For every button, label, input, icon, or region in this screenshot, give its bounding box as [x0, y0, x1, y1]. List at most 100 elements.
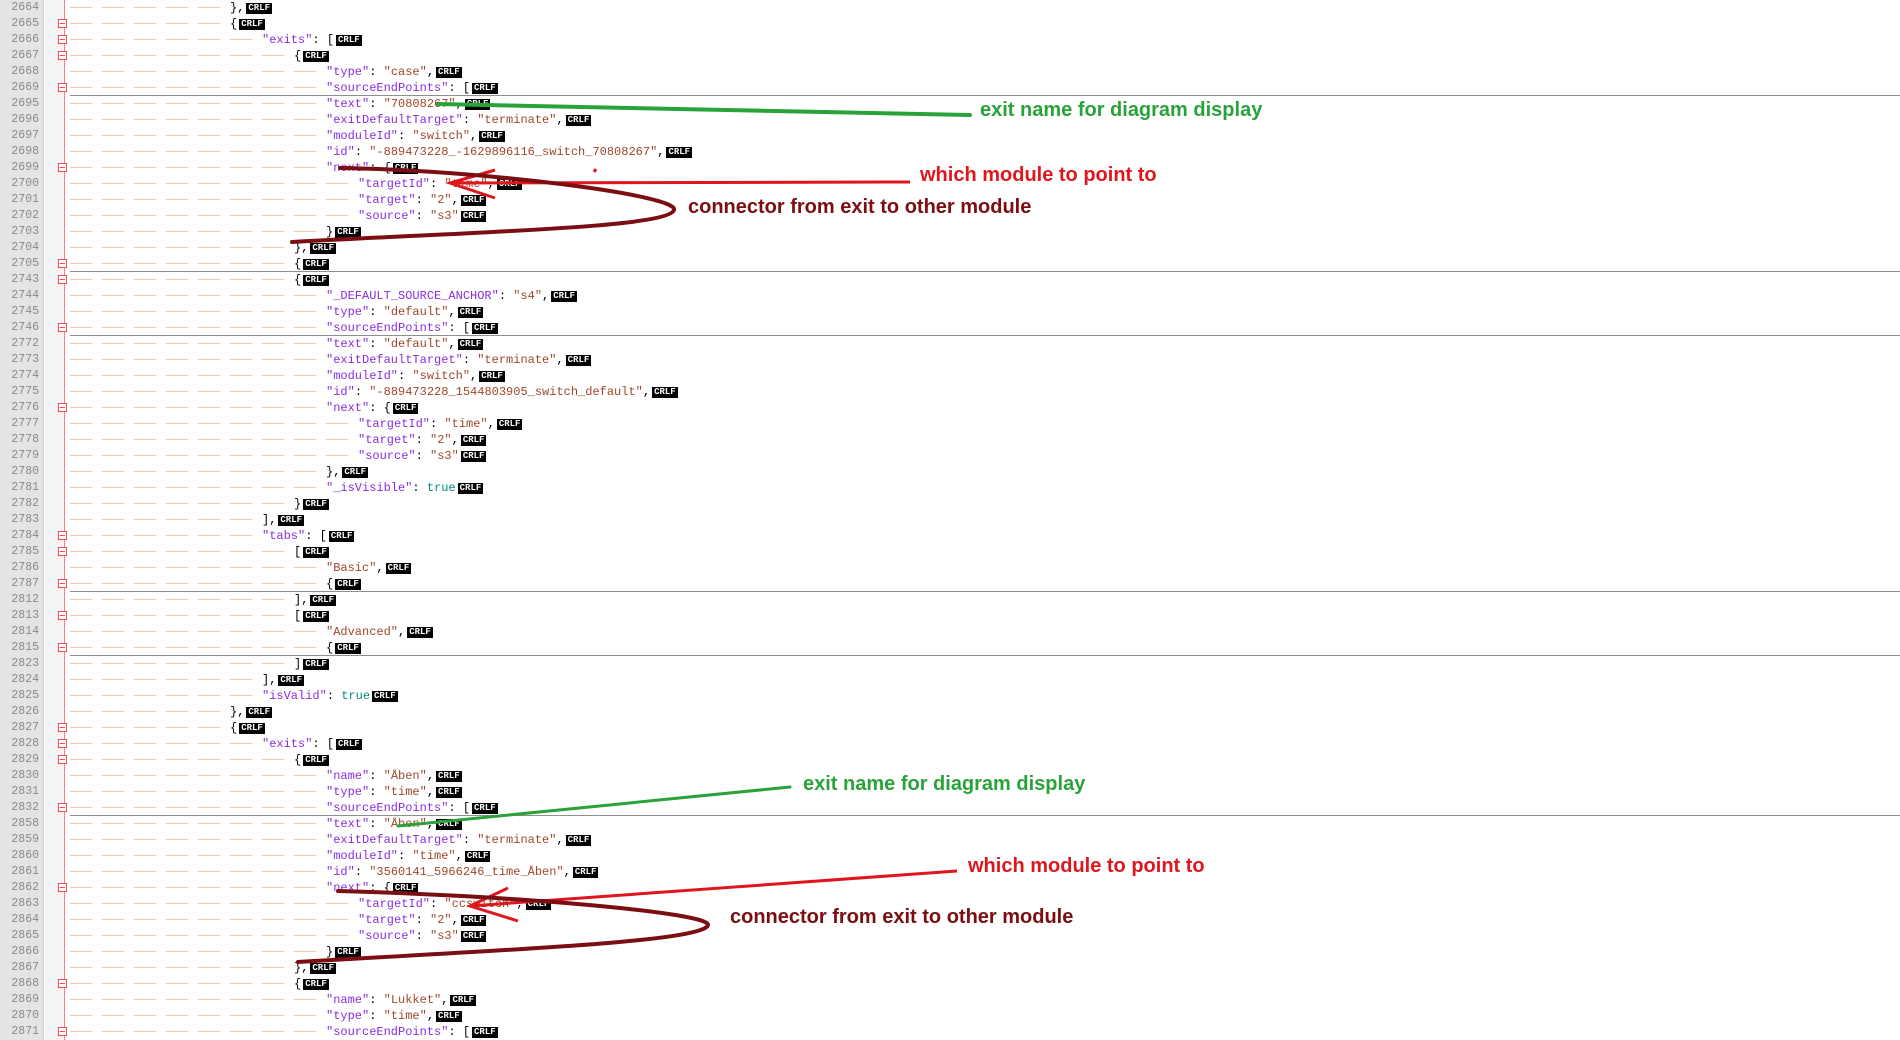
code-line[interactable]: 2813 [CRLF: [0, 608, 1900, 624]
red-dot-1: [592, 168, 598, 173]
fold-toggle-icon[interactable]: [45, 160, 67, 176]
code-line[interactable]: 2826}, CRLF: [0, 704, 1900, 720]
code-line[interactable]: 2743 {CRLF: [0, 272, 1900, 288]
code-line[interactable]: 2864 "target": "2", CRLF: [0, 912, 1900, 928]
fold-toggle-icon[interactable]: [45, 80, 67, 96]
fold-toggle-icon[interactable]: [45, 272, 67, 288]
json-punctuation: ]: [294, 657, 302, 671]
code-line[interactable]: 2860 "moduleId": "time", CRLF: [0, 848, 1900, 864]
code-line[interactable]: 2830 "name": "Åben", CRLF: [0, 768, 1900, 784]
code-line[interactable]: 2666 "exits": [CRLF: [0, 32, 1900, 48]
code-line[interactable]: 2815 {CRLF: [0, 640, 1900, 656]
code-line[interactable]: 2667 {CRLF: [0, 48, 1900, 64]
code-line[interactable]: 2779 "source": "s3" CRLF: [0, 448, 1900, 464]
code-line[interactable]: 2869 "name": "Lukket", CRLF: [0, 992, 1900, 1008]
code-line[interactable]: 2702 "source": "s3" CRLF: [0, 208, 1900, 224]
code-line[interactable]: 2861 "id": "3560141_5966246_time_Åben", CR…: [0, 864, 1900, 880]
fold-toggle-icon[interactable]: [45, 32, 67, 48]
fold-toggle-icon[interactable]: [45, 880, 67, 896]
fold-toggle-icon[interactable]: [45, 16, 67, 32]
code-line[interactable]: 2828 "exits": [CRLF: [0, 736, 1900, 752]
code-line[interactable]: 2786 "Basic", CRLF: [0, 560, 1900, 576]
code-line[interactable]: 2867}, CRLF: [0, 960, 1900, 976]
code-line[interactable]: 2746 "sourceEndPoints": [CRLF: [0, 320, 1900, 336]
code-line[interactable]: 2669 "sourceEndPoints": [CRLF: [0, 80, 1900, 96]
code-line[interactable]: 2704}, CRLF: [0, 240, 1900, 256]
fold-toggle-icon[interactable]: [45, 720, 67, 736]
json-key: "source": [358, 449, 416, 463]
json-punctuation: }: [326, 225, 334, 239]
fold-toggle-icon[interactable]: [45, 608, 67, 624]
code-line[interactable]: 2825 "isValid": true CRLF: [0, 688, 1900, 704]
red-arrowhead-2: [465, 886, 519, 923]
code-line[interactable]: 2698 "id": "-889473228_-1629896116_switch…: [0, 144, 1900, 160]
code-line[interactable]: 2775 "id": "-889473228_1544803905_switch_…: [0, 384, 1900, 400]
json-punctuation: :: [415, 929, 431, 943]
code-line[interactable]: 2814 "Advanced", CRLF: [0, 624, 1900, 640]
code-line[interactable]: 2866} CRLF: [0, 944, 1900, 960]
code-line[interactable]: 2812], CRLF: [0, 592, 1900, 608]
code-line[interactable]: 2780}, CRLF: [0, 464, 1900, 480]
code-text: "sourceEndPoints": [CRLF: [326, 320, 498, 336]
code-line[interactable]: 2823] CRLF: [0, 656, 1900, 672]
code-line[interactable]: 2785 [CRLF: [0, 544, 1900, 560]
fold-toggle-icon[interactable]: [45, 736, 67, 752]
code-line[interactable]: 2696 "exitDefaultTarget": "terminate", CRL…: [0, 112, 1900, 128]
line-number: 2814: [0, 624, 44, 640]
crlf-marker: CRLF: [336, 35, 362, 46]
fold-toggle-icon[interactable]: [45, 544, 67, 560]
code-line[interactable]: 2787 {CRLF: [0, 576, 1900, 592]
code-line[interactable]: 2827 {CRLF: [0, 720, 1900, 736]
code-line[interactable]: 2745 "type": "default", CRLF: [0, 304, 1900, 320]
fold-toggle-icon[interactable]: [45, 256, 67, 272]
fold-guide-line: [45, 832, 65, 848]
fold-toggle-icon[interactable]: [45, 576, 67, 592]
code-line[interactable]: 2868 {CRLF: [0, 976, 1900, 992]
fold-toggle-icon[interactable]: [45, 1024, 67, 1040]
code-line[interactable]: 2865 "source": "s3" CRLF: [0, 928, 1900, 944]
line-number: 2869: [0, 992, 44, 1008]
code-line[interactable]: 2701 "target": "2", CRLF: [0, 192, 1900, 208]
code-line[interactable]: 2781 "_isVisible": true CRLF: [0, 480, 1900, 496]
code-line[interactable]: 2783], CRLF: [0, 512, 1900, 528]
json-punctuation: },: [230, 1, 245, 15]
code-line[interactable]: 2778 "target": "2", CRLF: [0, 432, 1900, 448]
fold-toggle-icon[interactable]: [45, 320, 67, 336]
code-line[interactable]: 2859 "exitDefaultTarget": "terminate", CRL…: [0, 832, 1900, 848]
fold-toggle-icon[interactable]: [45, 528, 67, 544]
code-line[interactable]: 2697 "moduleId": "switch", CRLF: [0, 128, 1900, 144]
fold-toggle-icon[interactable]: [45, 400, 67, 416]
tab-indent-markers: [70, 295, 326, 296]
code-line[interactable]: 2776 "next": {CRLF: [0, 400, 1900, 416]
code-line[interactable]: 2705 {CRLF: [0, 256, 1900, 272]
code-line[interactable]: 2829 {CRLF: [0, 752, 1900, 768]
fold-guide-line: [45, 112, 65, 128]
fold-toggle-icon[interactable]: [45, 976, 67, 992]
code-line[interactable]: 2782} CRLF: [0, 496, 1900, 512]
code-line[interactable]: 2784 "tabs": [CRLF: [0, 528, 1900, 544]
code-line[interactable]: 2871 "sourceEndPoints": [CRLF: [0, 1024, 1900, 1040]
fold-toggle-icon[interactable]: [45, 48, 67, 64]
code-line[interactable]: 2824], CRLF: [0, 672, 1900, 688]
code-line[interactable]: 2668 "type": "case", CRLF: [0, 64, 1900, 80]
code-line[interactable]: 2774 "moduleId": "switch", CRLF: [0, 368, 1900, 384]
fold-toggle-icon[interactable]: [45, 800, 67, 816]
code-line[interactable]: 2703} CRLF: [0, 224, 1900, 240]
code-line[interactable]: 2777 "targetId": "time", CRLF: [0, 416, 1900, 432]
line-number: 2861: [0, 864, 44, 880]
code-text: "exitDefaultTarget": "terminate", CRLF: [326, 352, 592, 368]
fold-toggle-icon[interactable]: [45, 752, 67, 768]
code-line[interactable]: 2664}, CRLF: [0, 0, 1900, 16]
code-line[interactable]: 2744 "_DEFAULT_SOURCE_ANCHOR": "s4", CRLF: [0, 288, 1900, 304]
fold-toggle-icon[interactable]: [45, 640, 67, 656]
line-number: 2696: [0, 112, 44, 128]
fold-guide-line: [45, 368, 65, 384]
code-line[interactable]: 2831 "type": "time", CRLF: [0, 784, 1900, 800]
code-line[interactable]: 2772 "text": "default", CRLF: [0, 336, 1900, 352]
code-line[interactable]: 2870 "type": "time", CRLF: [0, 1008, 1900, 1024]
code-line[interactable]: 2773 "exitDefaultTarget": "terminate", CRL…: [0, 352, 1900, 368]
code-line[interactable]: 2665 {CRLF: [0, 16, 1900, 32]
code-line[interactable]: 2832 "sourceEndPoints": [CRLF: [0, 800, 1900, 816]
code-text: "tabs": [CRLF: [262, 528, 355, 544]
